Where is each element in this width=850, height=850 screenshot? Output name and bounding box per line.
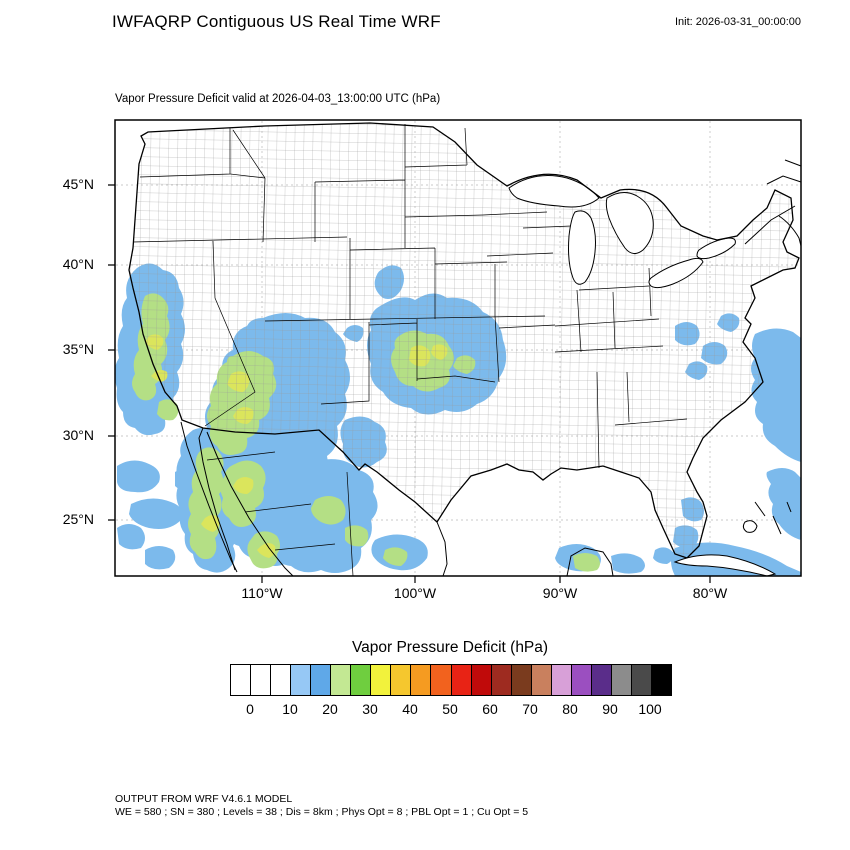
map-frame <box>114 119 802 577</box>
colorbar-tick-label: 80 <box>562 701 578 717</box>
colorbar-tick-label: 40 <box>402 701 418 717</box>
mexico-coastlines <box>180 421 614 577</box>
colorbar-tick-label: 20 <box>322 701 338 717</box>
conus-vpd-map <box>108 119 802 583</box>
colorbar-swatch <box>591 665 612 695</box>
lon-tick-80w: 80°W <box>692 585 728 601</box>
lon-tick-110w: 110°W <box>241 585 283 601</box>
colorbar-swatch <box>391 665 412 695</box>
colorbar-swatch <box>491 665 512 695</box>
colorbar-tick-label: 30 <box>362 701 378 717</box>
colorbar-swatch <box>351 665 372 695</box>
colorbar-swatch <box>631 665 652 695</box>
colorbar-swatch <box>571 665 592 695</box>
colorbar-swatch <box>291 665 312 695</box>
andros-outline <box>742 520 758 533</box>
lake-erie <box>648 257 704 289</box>
canada-coastlines <box>744 159 802 247</box>
lat-tick-40n: 40°N <box>62 256 94 272</box>
bahamas-outline <box>754 501 792 535</box>
colorbar-tick-label: 60 <box>482 701 498 717</box>
lon-tick-90w: 90°W <box>542 585 578 601</box>
colorbar-tick-label: 90 <box>602 701 618 717</box>
lat-tick-25n: 25°N <box>62 511 94 527</box>
colorbar-swatch <box>531 665 552 695</box>
lat-tick-35n: 35°N <box>62 341 94 357</box>
lat-tick-30n: 30°N <box>62 427 94 443</box>
state-borders <box>132 124 688 577</box>
colorbar-swatch <box>231 665 252 695</box>
colorbar-swatch <box>251 665 272 695</box>
colorbar-swatch <box>331 665 352 695</box>
colorbar-tick-labels: 0 10 20 30 40 50 60 70 80 90 100 <box>230 701 670 717</box>
colorbar-swatch <box>271 665 292 695</box>
colorbar-tick-label: 70 <box>522 701 538 717</box>
colorbar-swatch <box>511 665 532 695</box>
colorbar-swatch <box>471 665 492 695</box>
colorbar-swatch <box>431 665 452 695</box>
island-coastlines <box>673 501 792 577</box>
colorbar-swatch <box>451 665 472 695</box>
colorbar-swatch <box>411 665 432 695</box>
footer-model-line: OUTPUT FROM WRF V4.6.1 MODEL <box>115 793 293 805</box>
lake-superior <box>508 175 600 208</box>
colorbar-tick-label: 50 <box>442 701 458 717</box>
colorbar-tick-label: 0 <box>246 701 254 717</box>
colorbar-swatch <box>651 665 672 695</box>
axis-tick-marks <box>108 184 711 583</box>
footer-notes: OUTPUT FROM WRF V4.6.1 MODEL WE = 580 ; … <box>115 793 528 819</box>
lon-tick-100w: 100°W <box>393 585 437 601</box>
colorbar-swatch <box>311 665 332 695</box>
colorbar <box>230 664 672 696</box>
great-lakes <box>508 175 736 289</box>
colorbar-swatch <box>371 665 392 695</box>
cuba-outline <box>673 554 777 577</box>
colorbar-swatch <box>551 665 572 695</box>
colorbar-swatch <box>611 665 632 695</box>
lake-michigan <box>568 210 596 285</box>
plot-title: IWFAQRP Contiguous US Real Time WRF <box>112 12 441 31</box>
init-timestamp: Init: 2026-03-31_00:00:00 <box>675 16 801 28</box>
lat-tick-45n: 45°N <box>62 176 94 192</box>
colorbar-tick-label: 10 <box>282 701 298 717</box>
colorbar-tick-label: 100 <box>638 701 662 717</box>
footer-config-line: WE = 580 ; SN = 380 ; Levels = 38 ; Dis … <box>115 806 529 818</box>
us-outline <box>128 122 800 559</box>
colorbar-title: Vapor Pressure Deficit (hPa) <box>351 639 549 656</box>
lake-huron <box>605 192 654 254</box>
map-subtitle: Vapor Pressure Deficit valid at 2026-04-… <box>115 93 441 105</box>
